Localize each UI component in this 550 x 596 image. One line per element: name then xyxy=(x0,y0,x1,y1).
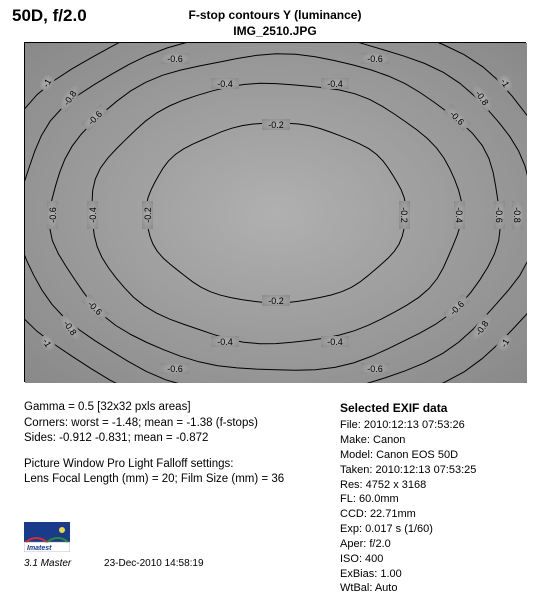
exif-res: Res: 4752 x 3168 xyxy=(340,478,476,493)
contour-label: -0.4 xyxy=(217,79,233,89)
exif-block: Selected EXIF data File: 2010:12:13 07:5… xyxy=(340,400,476,596)
contour-label: -0.6 xyxy=(367,54,383,64)
exif-exbias: ExBias: 1.00 xyxy=(340,567,476,582)
exif-header: Selected EXIF data xyxy=(340,400,476,416)
exif-iso: ISO: 400 xyxy=(340,552,476,567)
contour-label: -0.4 xyxy=(454,207,464,223)
exif-make: Make: Canon xyxy=(340,433,476,448)
contour-chart: -0.2 -0.2 -0.2 -0.2 -0.4 -0.4 -0.4 -0.4 -0.4 -0.4… xyxy=(24,42,526,382)
pw-line2: Lens Focal Length (mm) = 20; Film Size (… xyxy=(24,472,284,488)
contour-label: -0.2 xyxy=(268,120,284,130)
pw-line1: Picture Window Pro Light Falloff setting… xyxy=(24,457,284,473)
version-line: 3.1 Master 23-Dec-2010 14:58:19 xyxy=(24,558,204,569)
contour-label: -0.4 xyxy=(327,337,343,347)
sides-line: Sides: -0.912 -0.831; mean = -0.872 xyxy=(24,431,284,447)
contour-label: -0.6 xyxy=(167,54,183,64)
contour-label: -0.6 xyxy=(48,207,58,223)
contour-label: -0.4 xyxy=(217,337,233,347)
version-text: 3.1 Master xyxy=(24,558,71,569)
contour-label: -0.2 xyxy=(268,296,284,306)
exif-file: File: 2010:12:13 07:53:26 xyxy=(340,418,476,433)
contour-label: -0.4 xyxy=(88,207,98,223)
logo-text: Imatest xyxy=(27,545,52,552)
contour-label: -0.6 xyxy=(494,207,504,223)
contour-svg: -0.2 -0.2 -0.2 -0.2 -0.4 -0.4 -0.4 -0.4 -0.4 -0.4… xyxy=(25,43,527,383)
chart-subtitle: IMG_2510.JPG xyxy=(0,24,550,38)
corners-line: Corners: worst = -1.48; mean = -1.38 (f-… xyxy=(24,416,284,432)
contour-label: -0.2 xyxy=(399,207,409,223)
exif-fl: FL: 60.0mm xyxy=(340,492,476,507)
exif-exp: Exp: 0.017 s (1/60) xyxy=(340,522,476,537)
contour-label: -0.8 xyxy=(512,207,522,223)
contour-label: -0.6 xyxy=(167,364,183,374)
contour-label: -0.6 xyxy=(367,364,383,374)
gamma-line: Gamma = 0.5 [32x32 pxls areas] xyxy=(24,400,284,416)
contour-label: -0.2 xyxy=(143,207,153,223)
exif-ccd: CCD: 22.71mm xyxy=(340,507,476,522)
version-date: 23-Dec-2010 14:58:19 xyxy=(104,558,204,569)
exif-wtbal: WtBal: Auto xyxy=(340,581,476,596)
stats-block: Gamma = 0.5 [32x32 pxls areas] Corners: … xyxy=(24,400,284,488)
imatest-logo: Imatest xyxy=(24,522,70,552)
exif-taken: Taken: 2010:12:13 07:53:25 xyxy=(340,463,476,478)
exif-model: Model: Canon EOS 50D xyxy=(340,448,476,463)
contour-label: -0.4 xyxy=(327,79,343,89)
chart-title: F-stop contours Y (luminance) xyxy=(0,8,550,22)
exif-aper: Aper: f/2.0 xyxy=(340,537,476,552)
